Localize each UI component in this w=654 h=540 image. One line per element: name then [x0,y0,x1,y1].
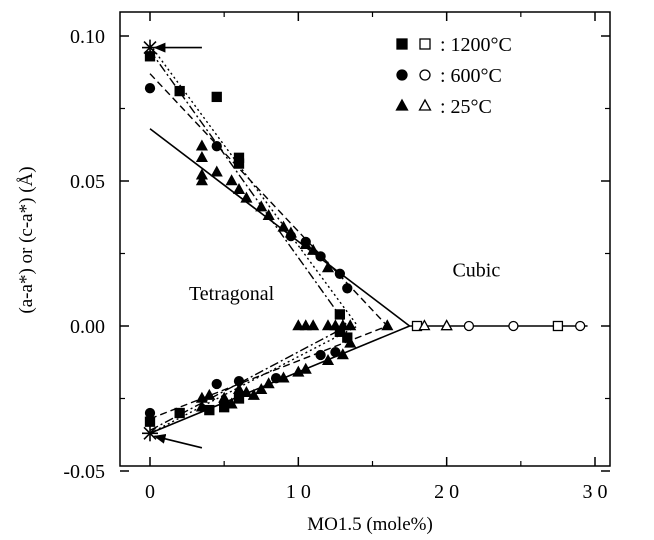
data-point-triangle-filled [277,220,290,232]
data-point-triangle-filled [203,388,216,400]
reference-markers [142,39,203,449]
data-point-triangle-filled [307,243,320,255]
data-point-circle-filled [315,349,326,361]
data-point-square-filled [211,91,222,103]
x-tick-label: 0 [145,481,155,503]
data-point-triangle-filled [344,319,357,331]
star-marker [142,425,158,442]
data-point-triangle-filled [321,354,335,366]
data-point-square-filled [233,158,245,169]
y-axis-label: (a-a*) or (c-a*) (Å) [16,166,37,313]
data-point-circle-filled [144,407,156,419]
data-point-triangle-open [418,319,431,331]
data-point-triangle-filled [225,174,238,186]
fit-line-dotted [149,44,359,327]
legend-marker-triangle-open [418,98,432,111]
fit-lines [149,44,588,435]
data-point-triangle-filled [247,388,260,400]
x-tick-label: 1 0 [286,481,311,503]
data-point-triangle-filled [225,397,238,409]
legend-marker-triangle-filled [395,98,409,111]
data-point-triangle-filled [262,377,275,389]
data-point-square-filled [174,407,185,419]
y-tick-label: -0.05 [63,461,105,483]
annotations: Tetragonal Cubic [189,260,500,305]
x-tick-label: 3 0 [583,481,608,503]
legend-marker-square-open [419,38,431,50]
data-point-triangle-filled [299,238,312,250]
arrow [153,433,203,449]
annotation-label: Cubic [452,260,500,282]
data-point-circle-open [463,320,475,332]
legend-marker-circle-open [419,69,431,81]
data-point-triangle-filled [195,174,208,186]
annotation-label: Tetragonal [189,283,275,305]
data-point-triangle-filled [336,319,349,331]
data-point-triangle-filled [210,165,223,177]
star-stroke [143,426,157,440]
data-point-triangle-filled [321,261,335,273]
data-point-circle-filled [334,268,346,279]
fit-line-dashdot [149,50,348,327]
data-point-triangle-open [440,319,453,331]
legend-label: : 1200°C [440,34,512,56]
data-point-circle-open [508,320,519,332]
data-point-square-filled [144,416,156,427]
data-point-square-filled [174,85,185,97]
data-point-triangle-filled [292,319,305,331]
data-series [144,51,586,427]
y-tick-label: 0.05 [70,171,105,193]
data-point-circle-filled [211,378,222,390]
x-axis-label: MO1.5 (mole%) [307,514,433,535]
data-point-triangle-filled [321,319,335,331]
data-point-triangle-filled [284,226,297,238]
data-point-triangle-filled [232,383,246,395]
data-point-circle-filled [211,141,222,152]
data-point-triangle-filled [255,383,268,395]
legend-label: : 25°C [440,96,492,118]
data-point-triangle-filled [329,319,342,331]
data-point-triangle-filled [232,182,246,194]
data-point-square-open [552,320,564,332]
data-point-triangle-filled [344,336,357,348]
x-tick-label: 2 0 [434,481,459,503]
y-tick-label: 0.00 [70,316,105,338]
data-point-triangle-filled [195,151,208,163]
data-point-circle-filled [342,283,353,294]
data-point-triangle-filled [277,371,290,383]
data-point-circle-filled [330,346,341,358]
data-point-circle-open [575,320,586,332]
data-point-triangle-filled [218,391,231,403]
legend: : 1200°C : 600°C : 25°C [395,34,512,118]
legend-marker-circle-filled [396,69,408,81]
legend-label: : 600°C [440,65,502,87]
data-point-triangle-filled [195,139,208,151]
data-point-triangle-filled [336,348,349,360]
plot-frame [119,11,611,467]
data-point-square-filled [334,309,346,320]
y-tick-label: 0.10 [70,26,105,48]
data-point-triangle-filled [240,385,253,397]
data-point-circle-filled [144,83,156,94]
axes: 0 1 0 2 0 3 0 -0.05 0.00 0.05 0.10 [63,12,610,503]
fit-line-dotted [149,325,358,434]
data-point-triangle-filled [262,209,275,221]
data-point-triangle-filled [195,400,208,412]
data-point-triangle-filled [240,191,253,203]
data-point-triangle-filled [381,319,394,331]
legend-marker-square-filled [396,38,408,50]
data-point-triangle-filled [299,362,312,374]
data-point-triangle-filled [299,319,312,331]
data-point-triangle-filled [255,200,268,212]
data-point-triangle-filled [307,319,320,331]
